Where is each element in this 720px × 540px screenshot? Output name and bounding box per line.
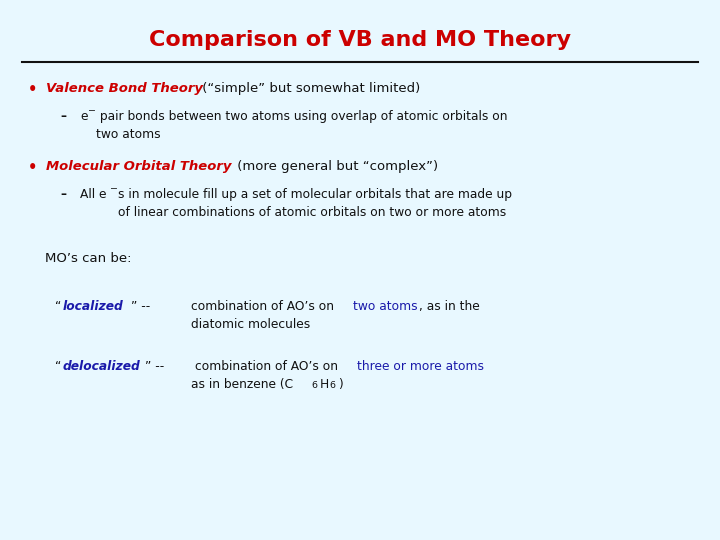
Text: H: H	[320, 378, 329, 391]
Text: , as in the: , as in the	[419, 300, 480, 313]
Text: •: •	[28, 82, 37, 97]
Text: Comparison of VB and MO Theory: Comparison of VB and MO Theory	[149, 30, 571, 50]
Text: diatomic molecules: diatomic molecules	[191, 318, 310, 331]
Text: “: “	[55, 300, 61, 313]
Text: −: −	[110, 183, 118, 192]
Text: s in molecule fill up a set of molecular orbitals that are made up: s in molecule fill up a set of molecular…	[118, 188, 512, 201]
Text: three or more atoms: three or more atoms	[357, 360, 484, 373]
Text: MO’s can be:: MO’s can be:	[45, 252, 132, 265]
Text: ” --: ” --	[131, 300, 150, 313]
Text: “: “	[55, 360, 61, 373]
Text: delocalized: delocalized	[63, 360, 140, 373]
Text: –: –	[60, 110, 66, 123]
Text: combination of AO’s on: combination of AO’s on	[195, 360, 342, 373]
Text: 6: 6	[311, 381, 317, 390]
Text: two atoms: two atoms	[96, 128, 161, 141]
Text: as in benzene (C: as in benzene (C	[191, 378, 293, 391]
Text: All e: All e	[80, 188, 107, 201]
Text: pair bonds between two atoms using overlap of atomic orbitals on: pair bonds between two atoms using overl…	[96, 110, 508, 123]
Text: Molecular Orbital Theory: Molecular Orbital Theory	[46, 160, 232, 173]
Text: e: e	[80, 110, 88, 123]
Text: two atoms: two atoms	[353, 300, 418, 313]
Text: •: •	[28, 160, 37, 175]
Text: ” --: ” --	[145, 360, 164, 373]
Text: Valence Bond Theory: Valence Bond Theory	[46, 82, 203, 95]
Text: –: –	[60, 188, 66, 201]
Text: of linear combinations of atomic orbitals on two or more atoms: of linear combinations of atomic orbital…	[118, 206, 506, 219]
Text: combination of AO’s on: combination of AO’s on	[191, 300, 338, 313]
Text: localized: localized	[63, 300, 124, 313]
Text: (“simple” but somewhat limited): (“simple” but somewhat limited)	[198, 82, 420, 95]
Text: ): )	[338, 378, 343, 391]
Text: 6: 6	[329, 381, 335, 390]
Text: (more general but “complex”): (more general but “complex”)	[233, 160, 438, 173]
Text: −: −	[88, 105, 96, 114]
